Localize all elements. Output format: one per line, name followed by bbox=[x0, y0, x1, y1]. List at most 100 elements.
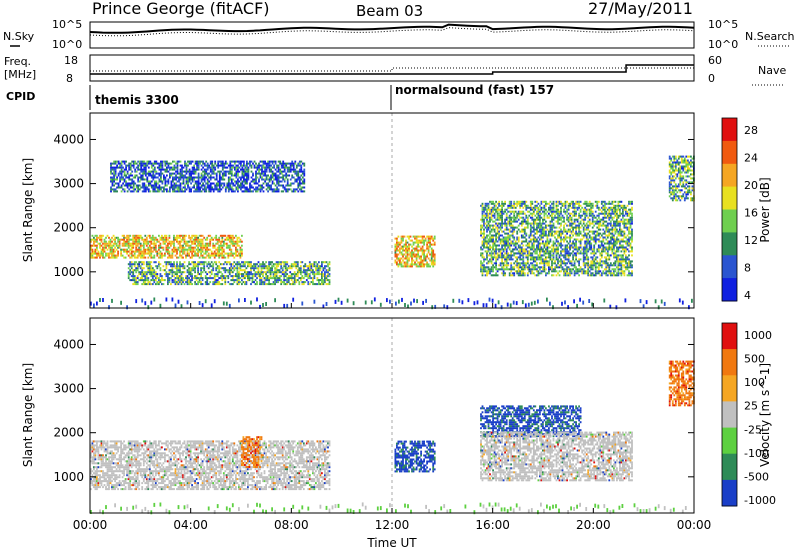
heatmap-cell bbox=[144, 277, 147, 280]
heatmap-cell bbox=[517, 224, 520, 227]
heatmap-cell bbox=[103, 246, 106, 249]
heatmap-cell bbox=[196, 162, 198, 165]
heatmap-cell bbox=[218, 250, 221, 253]
heatmap-cell bbox=[171, 254, 174, 257]
heatmap-cell bbox=[135, 283, 138, 286]
heatmap-cell bbox=[194, 275, 196, 278]
heatmap-cell bbox=[263, 267, 266, 270]
heatmap-cell bbox=[210, 236, 213, 239]
heatmap-cell bbox=[110, 188, 112, 191]
heatmap-cell bbox=[198, 234, 201, 237]
heatmap-cell bbox=[490, 246, 493, 249]
heatmap-cell bbox=[561, 230, 564, 233]
heatmap-cell bbox=[536, 226, 538, 229]
heatmap-cell bbox=[141, 275, 144, 278]
heatmap-cell bbox=[136, 254, 139, 257]
heatmap-cell bbox=[277, 182, 280, 185]
heatmap-cell bbox=[262, 172, 265, 175]
heatmap-cell bbox=[540, 228, 543, 231]
heatmap-cell bbox=[433, 259, 436, 262]
heatmap-cell bbox=[276, 174, 278, 177]
heatmap-cell bbox=[555, 212, 558, 215]
heatmap-cell bbox=[291, 176, 294, 179]
heatmap-cell bbox=[286, 166, 289, 169]
heatmap-cell bbox=[255, 174, 257, 177]
heatmap-cell bbox=[158, 279, 160, 282]
heatmap-cell bbox=[171, 265, 174, 268]
heatmap-cell bbox=[495, 210, 497, 213]
heatmap-cell bbox=[308, 267, 311, 270]
heatmap-cell bbox=[231, 244, 234, 247]
heatmap-cell bbox=[257, 267, 260, 270]
heatmap-cell bbox=[522, 272, 525, 275]
heatmap-cell bbox=[206, 250, 209, 253]
heatmap-cell bbox=[273, 188, 275, 191]
heatmap-cell bbox=[130, 261, 133, 264]
heatmap-cell bbox=[313, 261, 316, 264]
heatmap-cell bbox=[537, 256, 540, 259]
heatmap-cell bbox=[233, 281, 236, 284]
heatmap-cell bbox=[522, 260, 525, 263]
heatmap-cell bbox=[286, 170, 289, 173]
heatmap-cell bbox=[247, 168, 250, 171]
heatmap-cell bbox=[492, 264, 494, 267]
heatmap-cell bbox=[253, 269, 255, 272]
heatmap-cell bbox=[174, 281, 177, 284]
heatmap-cell bbox=[284, 283, 287, 286]
heatmap-cell bbox=[187, 182, 189, 185]
heatmap-cell bbox=[125, 182, 127, 185]
heatmap-cell bbox=[105, 254, 107, 257]
heatmap-cell bbox=[231, 271, 234, 274]
heatmap-cell bbox=[430, 235, 433, 238]
heatmap-cell bbox=[555, 208, 558, 211]
heatmap-cell bbox=[167, 178, 170, 181]
heatmap-cell bbox=[154, 250, 157, 253]
heatmap-cell bbox=[178, 188, 180, 191]
heatmap-cell bbox=[218, 164, 221, 167]
heatmap-cell bbox=[200, 240, 202, 243]
heatmap-cell bbox=[566, 252, 568, 255]
heatmap-cell bbox=[213, 283, 216, 286]
heatmap-cell bbox=[228, 263, 231, 266]
heatmap-cell bbox=[277, 166, 280, 169]
heatmap-cell bbox=[259, 265, 261, 268]
heatmap-cell bbox=[271, 269, 273, 272]
heatmap-cell bbox=[139, 265, 142, 268]
heatmap-cell bbox=[132, 279, 135, 282]
heatmap-cell bbox=[258, 172, 260, 175]
heatmap-cell bbox=[200, 254, 202, 257]
heatmap-cell bbox=[504, 242, 506, 245]
heatmap-cell bbox=[160, 188, 162, 191]
heatmap-cell bbox=[102, 252, 104, 255]
heatmap-cell bbox=[179, 234, 181, 237]
heatmap-cell bbox=[543, 210, 546, 213]
heatmap-cell bbox=[259, 186, 262, 189]
heatmap-cell bbox=[536, 274, 538, 277]
heatmap-cell bbox=[153, 176, 156, 179]
heatmap-cell bbox=[279, 170, 282, 173]
heatmap-cell bbox=[217, 164, 220, 167]
heatmap-cell bbox=[261, 188, 263, 191]
heatmap-cell bbox=[118, 242, 121, 245]
heatmap-cell bbox=[537, 214, 540, 217]
heatmap-cell bbox=[310, 269, 313, 272]
heatmap-cell bbox=[192, 240, 195, 243]
heatmap-cell bbox=[566, 270, 568, 273]
heatmap-cell bbox=[129, 252, 132, 255]
heatmap-cell bbox=[179, 252, 181, 255]
heatmap-cell bbox=[256, 188, 259, 191]
heatmap-cell bbox=[293, 261, 296, 264]
heatmap-cell bbox=[321, 281, 323, 284]
heatmap-cell bbox=[283, 166, 286, 169]
heatmap-cell bbox=[280, 172, 283, 175]
heatmap-cell bbox=[177, 271, 180, 274]
heatmap-cell bbox=[408, 265, 410, 268]
heatmap-cell bbox=[187, 176, 189, 179]
heatmap-cell bbox=[204, 281, 207, 284]
heatmap-cell bbox=[130, 242, 133, 245]
heatmap-cell bbox=[504, 272, 506, 275]
heatmap-cell bbox=[197, 190, 200, 193]
heatmap-cell bbox=[495, 272, 497, 275]
heatmap-cell bbox=[149, 172, 152, 175]
heatmap-cell bbox=[183, 261, 186, 264]
